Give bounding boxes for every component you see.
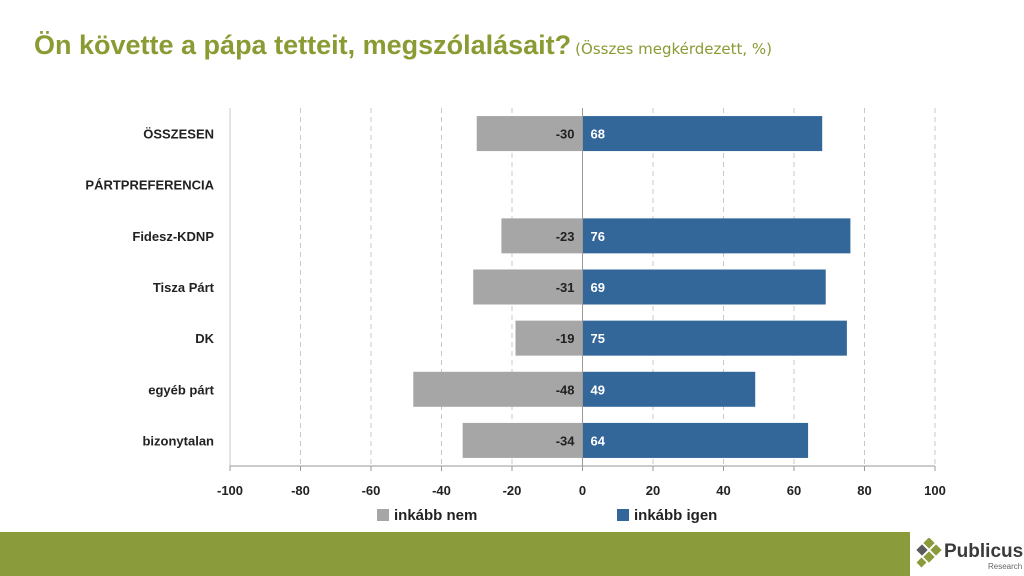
x-tick-label: 100 (924, 483, 946, 498)
x-tick-label: -100 (217, 483, 243, 498)
category-label: bizonytalan (142, 433, 214, 448)
x-tick-label: -60 (362, 483, 381, 498)
category-label: DK (195, 331, 214, 346)
data-label-inkabb-igen: 64 (591, 433, 606, 448)
bar-inkabb-nem (515, 320, 583, 356)
x-tick-label: -40 (432, 483, 451, 498)
data-label-inkabb-nem: -34 (556, 433, 576, 448)
publicus-logo-icon (916, 538, 942, 568)
publicus-logo: Publicus Research (916, 536, 1024, 576)
legend-swatch (377, 509, 389, 521)
legend-label: inkább igen (634, 507, 717, 524)
legend-swatch (617, 509, 629, 521)
data-label-inkabb-igen: 76 (591, 229, 605, 244)
category-label: PÁRTPREFERENCIA (85, 178, 214, 193)
bar-inkabb-igen (582, 116, 823, 152)
logo-sub: Research (988, 562, 1023, 571)
category-label: Fidesz-KDNP (132, 229, 214, 244)
data-label-inkabb-nem: -30 (556, 127, 575, 142)
legend-label: inkább nem (394, 507, 477, 524)
bar-inkabb-igen (582, 422, 809, 458)
data-label-inkabb-nem: -19 (556, 331, 575, 346)
chart-title: Ön követte a pápa tetteit, megszólalásai… (34, 30, 772, 61)
title-main: Ön követte a pápa tetteit, megszólalásai… (34, 30, 572, 60)
bar-inkabb-igen (582, 218, 851, 254)
bar-inkabb-igen (582, 269, 826, 305)
data-label-inkabb-nem: -48 (556, 382, 575, 397)
x-tick-label: 20 (646, 483, 660, 498)
data-label-inkabb-nem: -31 (556, 280, 575, 295)
bar-inkabb-nem (501, 218, 583, 254)
category-label: Tisza Párt (153, 280, 215, 295)
data-label-inkabb-nem: -23 (556, 229, 575, 244)
data-label-inkabb-igen: 69 (591, 280, 605, 295)
data-label-inkabb-igen: 68 (591, 127, 605, 142)
data-label-inkabb-igen: 49 (591, 382, 605, 397)
bar-inkabb-nem (473, 269, 583, 305)
bar-inkabb-nem (476, 116, 583, 152)
data-label-inkabb-igen: 75 (591, 331, 605, 346)
diverging-bar-chart: ÖSSZESEN -30 68 PÁRTPREFERENCIA Fidesz-KDNP -… (85, 108, 946, 524)
bar-inkabb-igen (582, 371, 756, 407)
title-subtitle: (Összes megkérdezett, %) (575, 40, 773, 58)
footer-band (0, 532, 910, 576)
x-tick-label: 40 (716, 483, 730, 498)
x-tick-label: -80 (291, 483, 310, 498)
logo-name: Publicus (944, 541, 1024, 562)
category-label: egyéb párt (148, 382, 214, 397)
x-tick-label: 60 (787, 483, 801, 498)
x-tick-label: 0 (579, 483, 586, 498)
bar-inkabb-igen (582, 320, 847, 356)
bar-inkabb-nem (413, 371, 583, 407)
x-tick-label: 80 (857, 483, 871, 498)
x-tick-label: -20 (503, 483, 522, 498)
category-label: ÖSSZESEN (143, 127, 214, 142)
bar-inkabb-nem (462, 422, 583, 458)
